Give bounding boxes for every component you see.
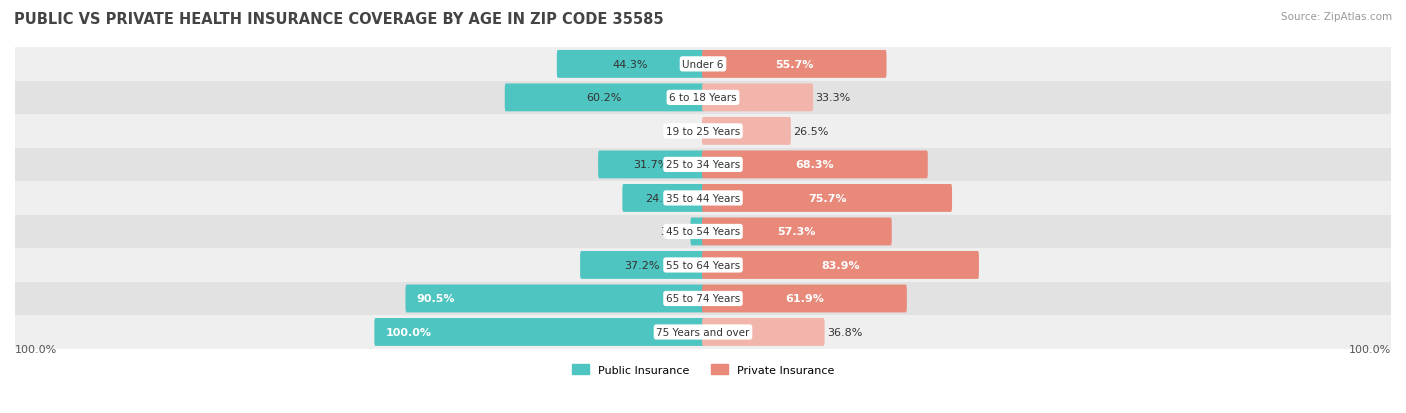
FancyBboxPatch shape xyxy=(702,318,824,346)
Text: 26.5%: 26.5% xyxy=(793,127,828,137)
FancyBboxPatch shape xyxy=(581,252,704,279)
Bar xyxy=(15,115,1391,148)
Text: 33.3%: 33.3% xyxy=(815,93,851,103)
FancyBboxPatch shape xyxy=(702,285,907,313)
Text: 3.5%: 3.5% xyxy=(659,227,689,237)
Text: Under 6: Under 6 xyxy=(682,60,724,70)
Bar xyxy=(15,215,1391,249)
FancyBboxPatch shape xyxy=(702,118,790,145)
FancyBboxPatch shape xyxy=(702,252,979,279)
Text: 24.3%: 24.3% xyxy=(645,193,681,204)
FancyBboxPatch shape xyxy=(702,84,813,112)
Text: 60.2%: 60.2% xyxy=(586,93,621,103)
FancyBboxPatch shape xyxy=(405,285,704,313)
FancyBboxPatch shape xyxy=(623,185,704,212)
FancyBboxPatch shape xyxy=(702,51,887,78)
FancyBboxPatch shape xyxy=(702,185,952,212)
Text: 31.7%: 31.7% xyxy=(633,160,669,170)
Bar xyxy=(15,316,1391,349)
FancyBboxPatch shape xyxy=(702,151,928,179)
Legend: Public Insurance, Private Insurance: Public Insurance, Private Insurance xyxy=(568,360,838,380)
Text: 45 to 54 Years: 45 to 54 Years xyxy=(666,227,740,237)
Text: Source: ZipAtlas.com: Source: ZipAtlas.com xyxy=(1281,12,1392,22)
Text: PUBLIC VS PRIVATE HEALTH INSURANCE COVERAGE BY AGE IN ZIP CODE 35585: PUBLIC VS PRIVATE HEALTH INSURANCE COVER… xyxy=(14,12,664,27)
Text: 44.3%: 44.3% xyxy=(613,60,648,70)
Bar xyxy=(15,48,1391,81)
Bar xyxy=(15,81,1391,115)
Bar xyxy=(15,182,1391,215)
Bar xyxy=(15,148,1391,182)
Text: 55 to 64 Years: 55 to 64 Years xyxy=(666,260,740,270)
Text: 0.0%: 0.0% xyxy=(668,127,696,137)
Text: 90.5%: 90.5% xyxy=(416,294,454,304)
Text: 35 to 44 Years: 35 to 44 Years xyxy=(666,193,740,204)
Text: 61.9%: 61.9% xyxy=(785,294,824,304)
Text: 25 to 34 Years: 25 to 34 Years xyxy=(666,160,740,170)
Text: 100.0%: 100.0% xyxy=(1348,344,1391,354)
Text: 83.9%: 83.9% xyxy=(821,260,859,270)
Text: 55.7%: 55.7% xyxy=(775,60,814,70)
Text: 6 to 18 Years: 6 to 18 Years xyxy=(669,93,737,103)
Text: 75.7%: 75.7% xyxy=(808,193,846,204)
Text: 57.3%: 57.3% xyxy=(778,227,815,237)
Text: 75 Years and over: 75 Years and over xyxy=(657,327,749,337)
Bar xyxy=(15,249,1391,282)
FancyBboxPatch shape xyxy=(557,51,704,78)
FancyBboxPatch shape xyxy=(598,151,704,179)
FancyBboxPatch shape xyxy=(374,318,704,346)
Text: 100.0%: 100.0% xyxy=(15,344,58,354)
Bar xyxy=(15,282,1391,316)
Text: 68.3%: 68.3% xyxy=(796,160,834,170)
Text: 65 to 74 Years: 65 to 74 Years xyxy=(666,294,740,304)
Text: 37.2%: 37.2% xyxy=(624,260,659,270)
Text: 19 to 25 Years: 19 to 25 Years xyxy=(666,127,740,137)
FancyBboxPatch shape xyxy=(690,218,704,246)
Text: 100.0%: 100.0% xyxy=(385,327,432,337)
FancyBboxPatch shape xyxy=(505,84,704,112)
Text: 36.8%: 36.8% xyxy=(827,327,862,337)
FancyBboxPatch shape xyxy=(702,218,891,246)
